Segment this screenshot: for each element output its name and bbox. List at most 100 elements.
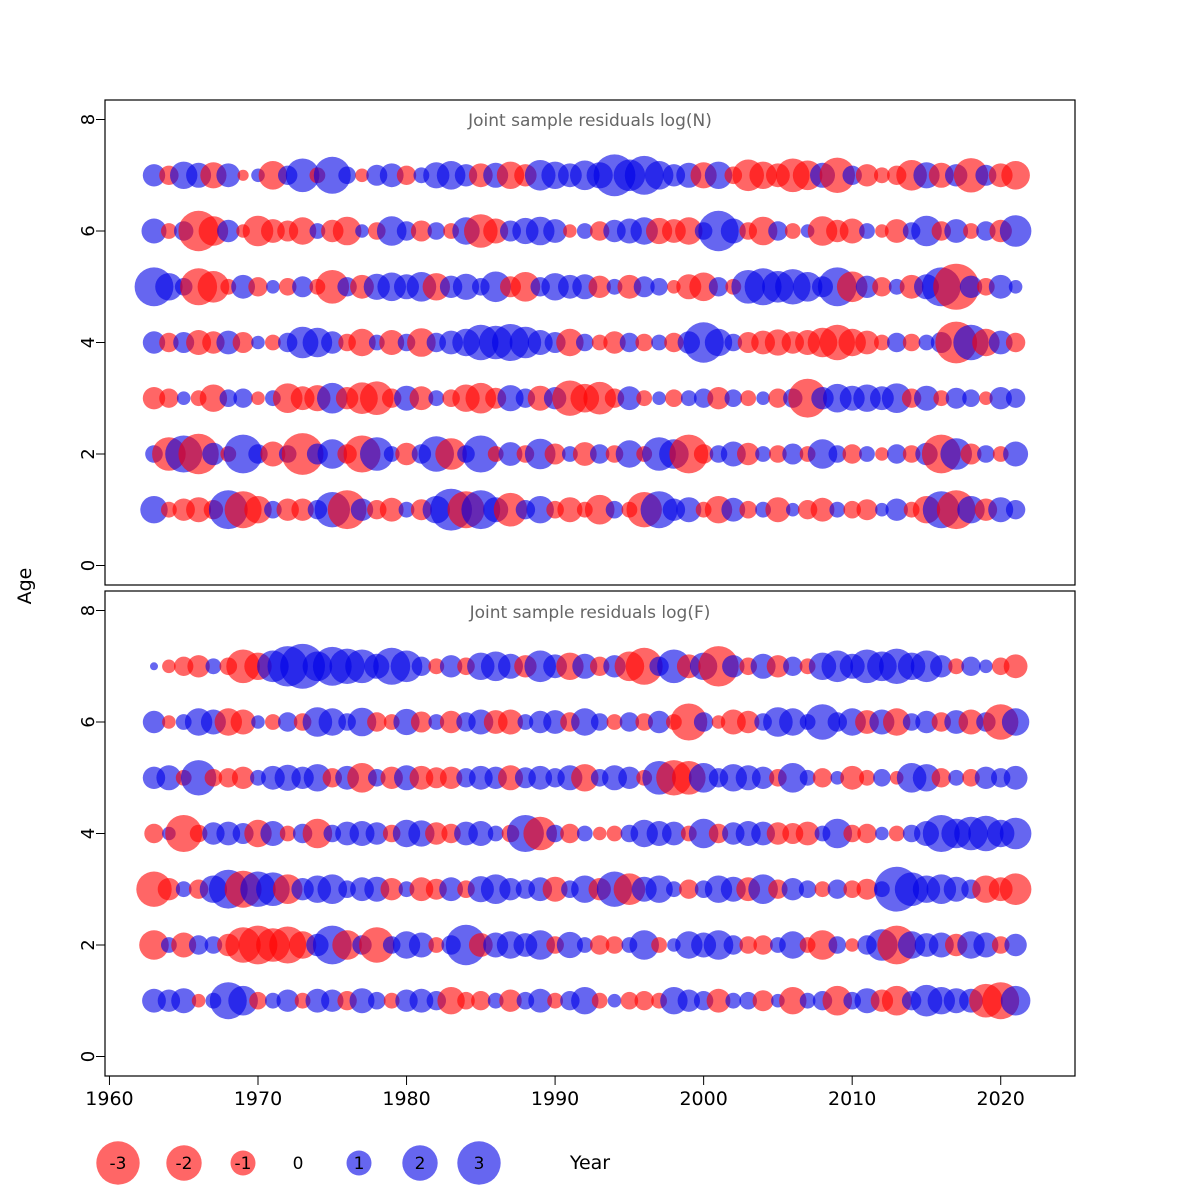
- residual-bubble: [347, 763, 377, 793]
- residual-bubble: [439, 766, 463, 789]
- residual-bubble: [188, 935, 209, 955]
- residual-bubble: [827, 879, 847, 899]
- residual-bubble: [768, 221, 788, 241]
- residual-bubble: [590, 713, 609, 731]
- residual-bubble: [216, 821, 241, 846]
- y-tick-label: 6: [78, 225, 99, 236]
- residual-bubble: [572, 653, 598, 679]
- residual-bubble: [175, 881, 192, 898]
- residual-bubble: [855, 275, 879, 298]
- residual-bubble: [161, 501, 177, 518]
- residual-bubble: [974, 766, 998, 789]
- residual-bubble: [839, 218, 865, 244]
- residual-bubble: [360, 437, 394, 471]
- residual-bubble: [408, 932, 434, 958]
- residual-bubble: [202, 442, 225, 466]
- residual-bubble: [376, 216, 407, 246]
- residual-bubble: [216, 163, 241, 188]
- residual-bubble: [872, 277, 892, 297]
- residual-bubble: [355, 168, 369, 183]
- residual-bubble: [669, 434, 709, 474]
- residual-bubble: [139, 930, 169, 960]
- residual-bubble: [769, 445, 787, 463]
- residual-bubble: [452, 273, 480, 300]
- residual-bubble: [278, 278, 297, 296]
- residual-bubble: [547, 992, 563, 1009]
- residual-bubble: [988, 330, 1013, 355]
- residual-bubble: [498, 765, 523, 791]
- legend-label: -1: [235, 1154, 252, 1174]
- residual-bubble: [620, 991, 639, 1010]
- residual-bubble: [266, 280, 280, 294]
- residual-bubble: [439, 877, 463, 902]
- residual-bubble: [977, 445, 995, 463]
- residual-bubble: [583, 381, 616, 415]
- residual-bubble: [528, 988, 553, 1013]
- x-tick-label: 1990: [531, 1088, 579, 1110]
- residual-bubble: [629, 930, 659, 960]
- residual-bubble: [409, 988, 434, 1013]
- residual-bubble: [634, 991, 654, 1011]
- residual-bubble: [960, 443, 982, 465]
- residual-bubble: [483, 218, 509, 244]
- residual-bubble: [498, 709, 523, 735]
- residual-bubble: [724, 333, 743, 352]
- residual-bubble: [778, 763, 808, 793]
- residual-bubble: [1005, 388, 1026, 408]
- residual-bubble: [428, 714, 445, 730]
- x-tick-label: 1960: [85, 1088, 133, 1110]
- y-tick-label: 2: [78, 939, 99, 950]
- y-tick-label: 6: [78, 716, 99, 727]
- residual-bubble: [348, 328, 376, 357]
- residual-bubble: [576, 825, 593, 842]
- residual-bubble: [142, 387, 166, 410]
- residual-bubble: [679, 879, 699, 899]
- residual-bubble: [782, 443, 804, 465]
- legend-label: 2: [415, 1154, 426, 1174]
- legend-bubble: [457, 1141, 501, 1185]
- x-tick-label: 2020: [977, 1088, 1025, 1110]
- residual-bubble: [828, 445, 847, 463]
- residual-bubble: [191, 993, 206, 1008]
- legend-label: 1: [354, 1154, 365, 1174]
- residual-bubble: [591, 992, 608, 1009]
- residual-bubble: [873, 769, 891, 787]
- residual-bubble: [843, 824, 861, 843]
- residual-bubble: [395, 442, 418, 466]
- residual-bubble: [676, 497, 702, 523]
- residual-bubble: [315, 270, 350, 304]
- residual-bubble: [962, 769, 980, 787]
- residual-bubble: [1008, 280, 1023, 294]
- residual-bubble: [510, 272, 541, 302]
- legend-label: -2: [176, 1154, 193, 1174]
- residual-bubble: [251, 391, 265, 406]
- panel-title-log-f: Joint sample residuals log(F): [469, 603, 711, 623]
- residual-bubble: [887, 332, 907, 353]
- x-tick-label: 1980: [382, 1088, 430, 1110]
- residual-bubble: [231, 766, 255, 789]
- residual-bubble: [171, 932, 197, 958]
- residual-bubble: [875, 502, 889, 517]
- residual-bubble: [155, 273, 183, 301]
- residual-bubble: [317, 439, 348, 469]
- residual-bubble: [798, 880, 817, 898]
- residual-bubble: [933, 390, 950, 407]
- residual-bubble: [543, 710, 567, 734]
- residual-bubble: [768, 388, 788, 408]
- residual-bubble: [383, 992, 400, 1009]
- residual-bubble: [410, 711, 432, 733]
- residual-bubble: [752, 990, 774, 1012]
- residual-bubble: [409, 386, 434, 411]
- residual-bubble: [204, 769, 223, 787]
- residual-bubble: [159, 388, 179, 408]
- residual-bubble: [576, 937, 593, 953]
- residual-bubble: [197, 271, 230, 303]
- residual-bubble: [781, 878, 804, 901]
- residual-bubble: [176, 391, 191, 406]
- residual-bubble: [368, 769, 386, 787]
- residual-bubble: [991, 936, 1010, 954]
- residual-bubble: [368, 991, 386, 1010]
- residual-bubble: [751, 766, 775, 789]
- residual-bubble: [918, 334, 935, 351]
- residual-bubble: [524, 438, 556, 470]
